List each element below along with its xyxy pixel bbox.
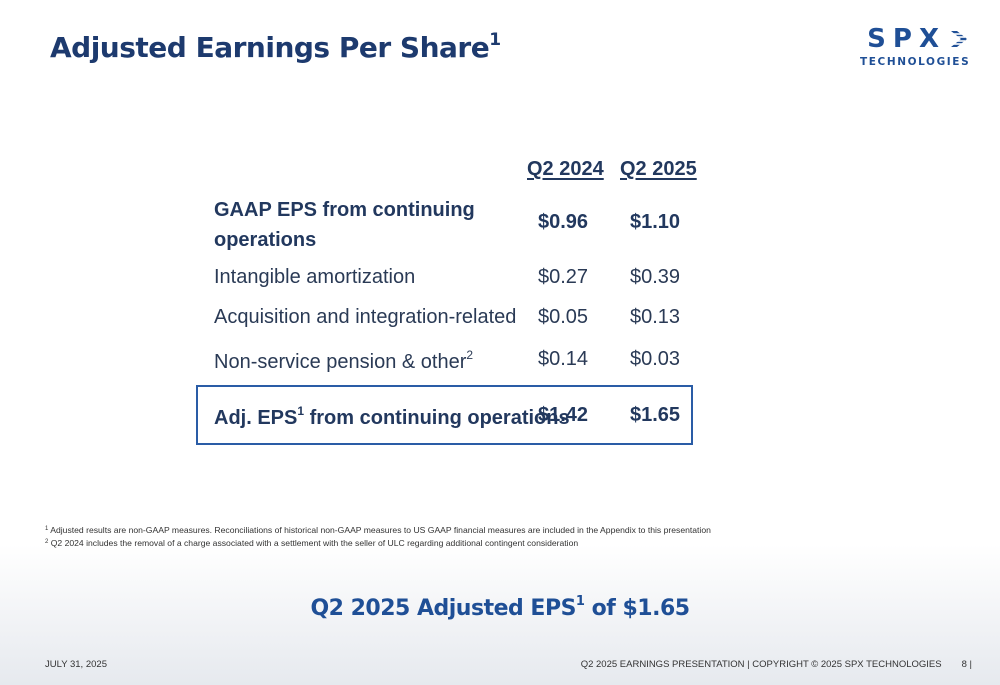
title-footnote-marker: 1	[489, 30, 501, 50]
table-row-gaap-eps: GAAP EPS from continuing operations $0.9…	[214, 195, 684, 255]
value-q2-2024: $0.96	[538, 211, 589, 233]
page-title: Adjusted Earnings Per Share1	[50, 30, 501, 64]
footnote-number: 2	[45, 539, 49, 545]
row-label-text-b: from continuing operations	[304, 407, 570, 429]
footnote-number: 1	[45, 526, 49, 532]
row-label-line2: operations	[214, 229, 317, 251]
row-label: GAAP EPS from continuing operations	[214, 195, 475, 255]
footer-info: Q2 2025 EARNINGS PRESENTATION | COPYRIGH…	[581, 659, 972, 670]
page-number: 8 |	[961, 659, 972, 670]
adjusted-eps-box	[196, 385, 693, 445]
row-label-line1: GAAP EPS from continuing	[214, 199, 475, 221]
footnotes: 1 Adjusted results are non-GAAP measures…	[45, 523, 711, 549]
logo-subtitle: TECHNOLOGIES	[860, 56, 971, 68]
row-label-text-a: Adj. EPS	[214, 407, 298, 429]
value-q2-2024: $0.14	[538, 348, 589, 370]
key-takeaway: Q2 2025 Adjusted EPS1 of $1.65	[0, 594, 1000, 621]
footnote-1: 1 Adjusted results are non-GAAP measures…	[45, 523, 711, 536]
row-label: Intangible amortization	[214, 266, 416, 288]
row-label: Non-service pension & other2	[214, 348, 473, 374]
page-title-text: Adjusted Earnings Per Share	[50, 31, 490, 64]
footnote-text: Adjusted results are non-GAAP measures. …	[48, 525, 711, 535]
logo-wordmark: SPX	[867, 24, 946, 54]
value-q2-2025: $0.13	[630, 306, 681, 328]
column-header-q2-2024: Q2 2024	[527, 158, 604, 180]
value-q2-2025: $0.39	[630, 266, 681, 288]
value-q2-2024: $1.42	[538, 404, 589, 426]
value-q2-2025: $0.03	[630, 348, 681, 370]
footer-copyright: Q2 2025 EARNINGS PRESENTATION | COPYRIGH…	[580, 659, 942, 670]
row-label: Adj. EPS1 from continuing operations	[214, 404, 570, 430]
row-label-text: Non-service pension & other	[214, 351, 467, 373]
footnote-marker: 1	[575, 594, 585, 609]
value-q2-2024: $0.27	[538, 266, 589, 288]
spx-chevrons-icon	[951, 31, 967, 47]
value-q2-2025: $1.65	[630, 404, 681, 426]
footnote-text: Q2 2024 includes the removal of a charge…	[48, 538, 579, 548]
footnote-2: 2 Q2 2024 includes the removal of a char…	[45, 536, 711, 549]
footnote-marker: 1	[297, 404, 305, 418]
takeaway-text-a: Q2 2025 Adjusted EPS	[310, 596, 576, 621]
footer-date: JULY 31, 2025	[45, 659, 107, 670]
row-label: Acquisition and integration-related	[214, 306, 517, 328]
column-header-q2-2025: Q2 2025	[620, 158, 697, 180]
spx-logo: SPX TECHNOLOGIES	[860, 25, 970, 68]
takeaway-text-b: of $1.65	[584, 596, 690, 621]
value-q2-2025: $1.10	[630, 211, 681, 233]
footnote-marker: 2	[466, 348, 474, 362]
value-q2-2024: $0.05	[538, 306, 589, 328]
